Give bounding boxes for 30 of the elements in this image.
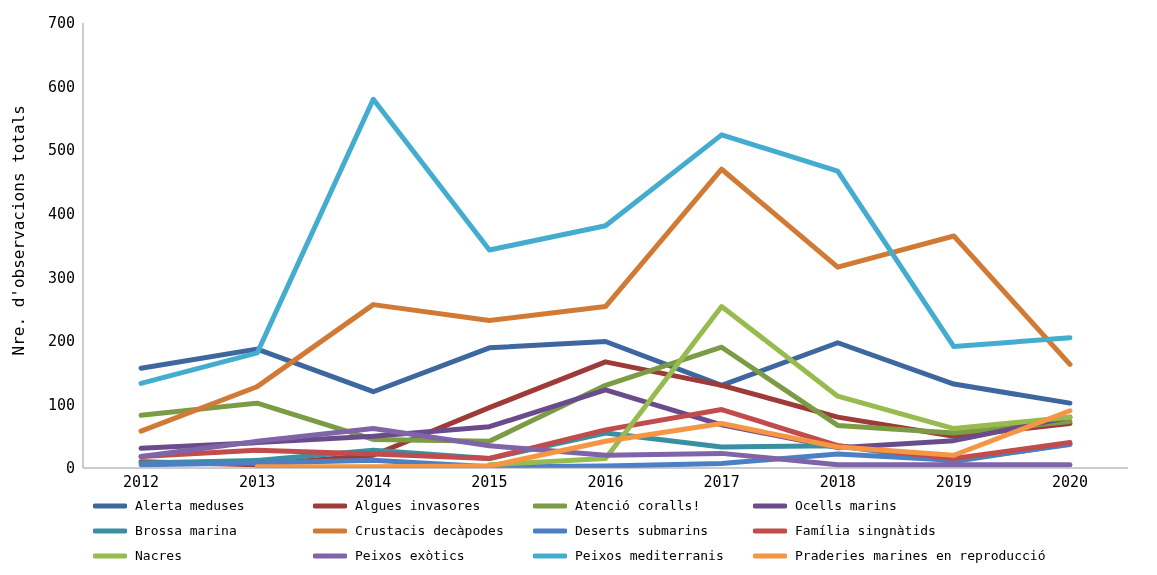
legend-label: Brossa marina <box>135 523 237 538</box>
legend-label: Atenció coralls! <box>575 498 701 513</box>
legend-label: Ocells marins <box>795 498 897 513</box>
y-tick-label: 0 <box>65 459 75 478</box>
x-tick-label: 2020 <box>1051 472 1089 491</box>
y-tick-label: 600 <box>47 77 75 96</box>
y-tick-label: 700 <box>47 14 75 33</box>
y-tick-label: 400 <box>47 205 75 224</box>
legend-label: Algues invasores <box>355 498 481 513</box>
x-tick-label: 2014 <box>355 472 392 491</box>
y-axis-title: Nre. d'observacions totals <box>8 105 28 356</box>
x-tick-label: 2017 <box>703 472 740 491</box>
legend-label: Peixos exòtics <box>355 548 465 563</box>
y-tick-label: 200 <box>47 332 75 351</box>
x-tick-label: 2012 <box>122 472 160 491</box>
legend-label: Alerta meduses <box>135 498 245 513</box>
legend-label: Deserts submarins <box>575 523 709 538</box>
x-tick-label: 2019 <box>935 472 972 491</box>
legend-label: Praderies marines en reproducció <box>795 548 1046 563</box>
x-tick-label: 2013 <box>239 472 276 491</box>
y-tick-label: 500 <box>47 141 75 160</box>
legend-label: Nacres <box>135 548 182 563</box>
y-tick-label: 300 <box>47 268 75 287</box>
x-tick-label: 2016 <box>587 472 624 491</box>
legend-label: Crustacis decàpodes <box>355 523 504 538</box>
legend-label: Família singnàtids <box>795 523 936 538</box>
x-tick-label: 2018 <box>819 472 856 491</box>
legend-label: Peixos mediterranis <box>575 548 724 563</box>
x-tick-label: 2015 <box>471 472 508 491</box>
y-tick-label: 100 <box>47 395 75 414</box>
